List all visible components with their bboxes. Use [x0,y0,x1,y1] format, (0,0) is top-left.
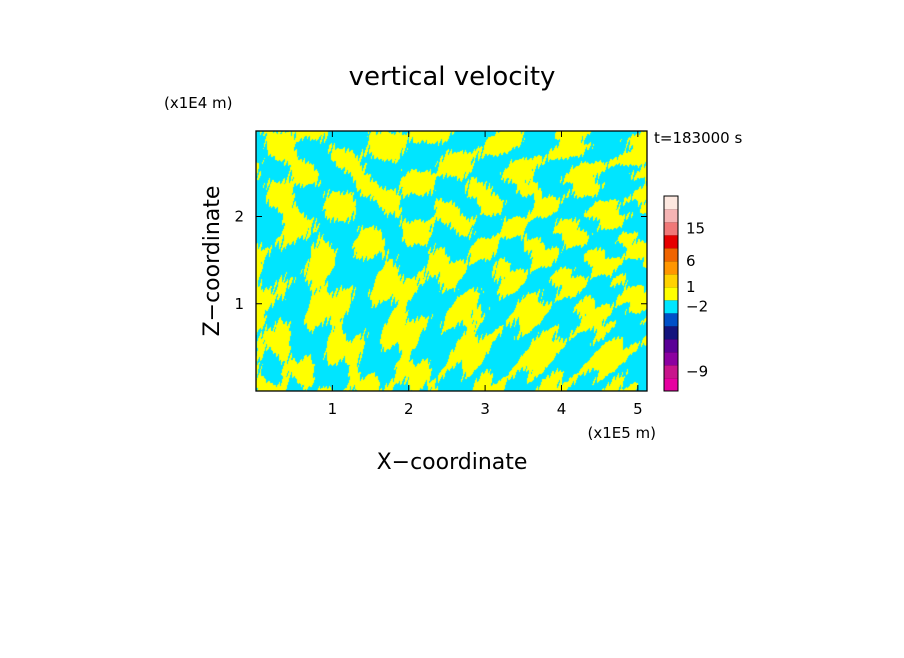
colorbar-cell [664,339,678,353]
colorbar-cell [664,235,678,249]
colorbar-frame [663,195,679,392]
x-unit-label: (x1E5 m) [587,424,656,442]
x-tick-label: 4 [557,400,567,418]
colorbar-label: 15 [686,220,705,238]
x-tick-label: 5 [633,400,643,418]
colorbar-cell [664,313,678,327]
velocity-field [256,131,647,391]
colorbar-cell [664,196,678,210]
colorbar-cell [664,300,678,314]
chart-title: vertical velocity [349,62,556,92]
y-axis-label: Z−coordinate [200,186,225,337]
colorbar-label: 6 [686,252,696,270]
x-tick-label: 1 [328,400,338,418]
colorbar-cell [664,365,678,379]
y-tick-labels: 12 [234,208,244,313]
colorbar-cell [664,248,678,262]
colorbar-cell [664,261,678,275]
plot-area [255,130,648,392]
axis-ticks [256,131,647,391]
colorbar-label: −9 [686,363,708,381]
x-tick-label: 3 [480,400,490,418]
colorbar-label: 1 [686,278,696,296]
y-tick-label: 2 [234,208,244,226]
y-tick-label: 1 [234,295,244,313]
x-axis-label: X−coordinate [377,450,528,475]
plot-frame [255,130,648,392]
colorbar-cell [664,378,678,392]
colorbar-cell [664,222,678,236]
x-tick-labels: 1 2 3 4 5 [328,400,643,418]
colorbar-cell [664,352,678,366]
colorbar-cell [664,326,678,340]
colorbar-cells [664,195,678,392]
colorbar-cell [664,209,678,223]
colorbar-cell [664,274,678,288]
colorbar: 15 6 1 −2 −9 [663,195,708,392]
colorbar-cell [664,287,678,301]
time-label: t=183000 s [654,129,742,147]
x-tick-label: 2 [404,400,414,418]
y-unit-label: (x1E4 m) [164,94,233,112]
colorbar-label: −2 [686,298,708,316]
colorbar-labels: 15 6 1 −2 −9 [686,220,708,381]
